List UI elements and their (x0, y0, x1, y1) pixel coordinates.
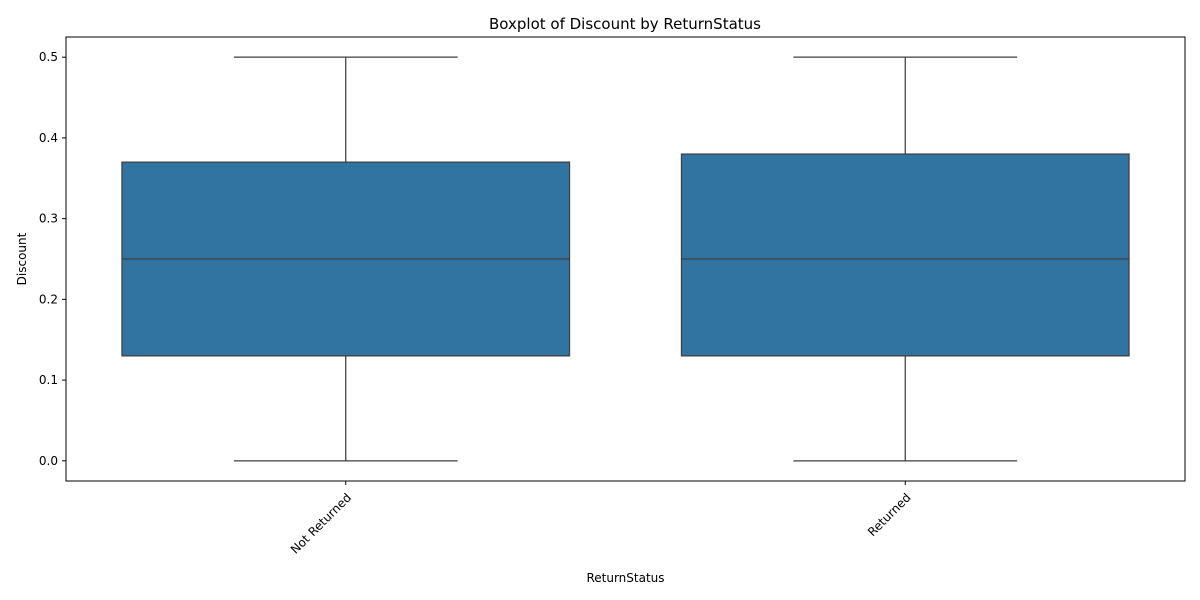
y-tick-label: 0.1 (39, 373, 58, 387)
x-axis-title: ReturnStatus (586, 571, 664, 585)
box-group-not-returned (121, 56, 571, 462)
y-tick-label: 0.4 (39, 131, 58, 145)
plot-area (121, 56, 1130, 462)
y-axis: 0.0 0.1 0.2 0.3 0.4 0.5 (39, 50, 66, 468)
y-tick-label: 0.3 (39, 212, 58, 226)
y-tick-label: 0.0 (39, 454, 58, 468)
box-iqr (680, 153, 1130, 357)
chart-title: Boxplot of Discount by ReturnStatus (489, 15, 761, 33)
x-tick-label: Not Returned (288, 490, 354, 556)
y-axis-title: Discount (15, 232, 29, 285)
plot-frame (65, 36, 1186, 482)
box-group-returned (680, 56, 1130, 462)
y-tick-label: 0.2 (39, 292, 58, 306)
x-tick-label: Returned (865, 490, 914, 539)
x-axis: Not Returned Returned (288, 481, 914, 557)
y-tick-label: 0.5 (39, 50, 58, 64)
